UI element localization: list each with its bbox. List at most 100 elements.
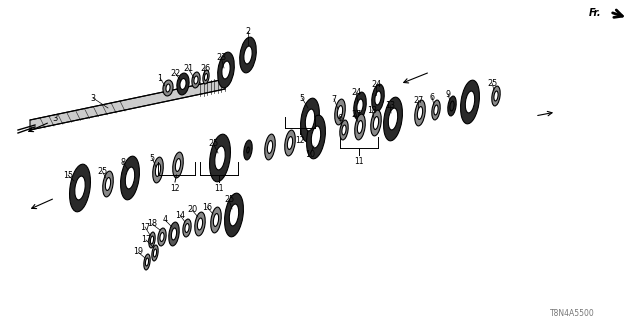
Ellipse shape — [106, 178, 111, 190]
Text: 24: 24 — [371, 79, 381, 89]
Ellipse shape — [244, 46, 252, 64]
Text: 17: 17 — [141, 236, 151, 244]
Ellipse shape — [417, 107, 422, 119]
Ellipse shape — [450, 101, 454, 111]
Ellipse shape — [494, 91, 498, 101]
Ellipse shape — [311, 126, 321, 148]
Ellipse shape — [373, 116, 379, 130]
Ellipse shape — [175, 158, 180, 172]
Text: 5: 5 — [149, 154, 155, 163]
Ellipse shape — [240, 37, 256, 73]
Text: 9: 9 — [445, 90, 451, 99]
Ellipse shape — [337, 106, 342, 118]
Ellipse shape — [163, 80, 173, 96]
Ellipse shape — [218, 52, 234, 88]
Ellipse shape — [342, 125, 346, 135]
Text: 19: 19 — [133, 247, 143, 257]
Ellipse shape — [153, 157, 163, 183]
Text: 25: 25 — [224, 196, 234, 204]
Ellipse shape — [204, 74, 207, 80]
Ellipse shape — [225, 193, 243, 237]
Text: 25: 25 — [208, 139, 218, 148]
Text: 7: 7 — [332, 94, 337, 103]
Ellipse shape — [355, 114, 365, 140]
Ellipse shape — [415, 100, 425, 126]
Ellipse shape — [103, 171, 113, 197]
Text: 27: 27 — [351, 109, 361, 118]
Text: 20: 20 — [187, 205, 197, 214]
Text: 16: 16 — [202, 203, 212, 212]
Text: 26: 26 — [200, 63, 210, 73]
Ellipse shape — [172, 228, 177, 240]
Ellipse shape — [183, 219, 191, 237]
Ellipse shape — [150, 236, 154, 244]
Ellipse shape — [166, 84, 170, 92]
Ellipse shape — [307, 115, 325, 159]
Ellipse shape — [383, 97, 403, 141]
Ellipse shape — [465, 91, 475, 113]
Ellipse shape — [70, 164, 90, 212]
Ellipse shape — [432, 100, 440, 120]
Text: 11: 11 — [214, 183, 224, 193]
Ellipse shape — [177, 73, 189, 95]
Ellipse shape — [120, 156, 140, 200]
Ellipse shape — [244, 140, 252, 160]
Ellipse shape — [154, 249, 157, 257]
Ellipse shape — [192, 72, 200, 88]
Text: 24: 24 — [351, 87, 361, 97]
Text: 23: 23 — [216, 52, 226, 61]
Text: 21: 21 — [183, 63, 193, 73]
Ellipse shape — [75, 176, 85, 200]
Text: Fr.: Fr. — [588, 8, 601, 18]
Ellipse shape — [209, 134, 230, 182]
Ellipse shape — [213, 213, 219, 227]
Text: 10: 10 — [305, 149, 315, 158]
Text: 13: 13 — [367, 106, 377, 115]
Ellipse shape — [287, 137, 292, 149]
Ellipse shape — [145, 258, 148, 266]
Ellipse shape — [265, 134, 275, 160]
Ellipse shape — [185, 224, 189, 232]
Text: 1: 1 — [157, 74, 163, 83]
Ellipse shape — [158, 228, 166, 246]
Polygon shape — [30, 79, 225, 130]
Text: 13: 13 — [385, 100, 395, 109]
Text: 14: 14 — [175, 211, 185, 220]
Ellipse shape — [372, 84, 384, 112]
Text: 6: 6 — [429, 92, 435, 101]
Ellipse shape — [195, 212, 205, 236]
Ellipse shape — [357, 99, 363, 113]
Ellipse shape — [144, 254, 150, 270]
Ellipse shape — [492, 86, 500, 106]
Ellipse shape — [215, 146, 225, 170]
Text: 25: 25 — [487, 78, 497, 87]
Ellipse shape — [160, 233, 164, 242]
Ellipse shape — [340, 120, 348, 140]
Text: 15: 15 — [63, 171, 73, 180]
Ellipse shape — [222, 61, 230, 79]
Ellipse shape — [180, 78, 186, 90]
Ellipse shape — [247, 147, 249, 153]
Ellipse shape — [357, 121, 363, 133]
Text: T8N4A5500: T8N4A5500 — [550, 308, 595, 317]
Ellipse shape — [203, 70, 209, 84]
Ellipse shape — [448, 96, 456, 116]
Text: 25: 25 — [97, 166, 107, 175]
Ellipse shape — [194, 76, 198, 84]
Ellipse shape — [211, 207, 221, 233]
Text: 22: 22 — [170, 68, 180, 77]
Ellipse shape — [197, 218, 203, 230]
Ellipse shape — [156, 164, 161, 176]
Ellipse shape — [305, 109, 315, 131]
Text: 2: 2 — [245, 27, 251, 36]
Ellipse shape — [169, 222, 179, 246]
Text: 12: 12 — [295, 135, 305, 145]
Ellipse shape — [371, 110, 381, 136]
Text: 4: 4 — [163, 215, 168, 225]
Ellipse shape — [388, 108, 397, 130]
Text: 6: 6 — [337, 114, 342, 123]
Text: 12: 12 — [170, 183, 180, 193]
Ellipse shape — [285, 130, 295, 156]
Text: 8: 8 — [120, 157, 125, 166]
Ellipse shape — [149, 232, 155, 248]
